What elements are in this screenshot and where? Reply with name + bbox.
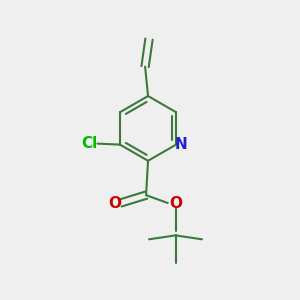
Text: Cl: Cl [81, 136, 98, 151]
Text: N: N [174, 136, 187, 152]
Text: O: O [169, 196, 182, 211]
Text: O: O [109, 196, 122, 211]
